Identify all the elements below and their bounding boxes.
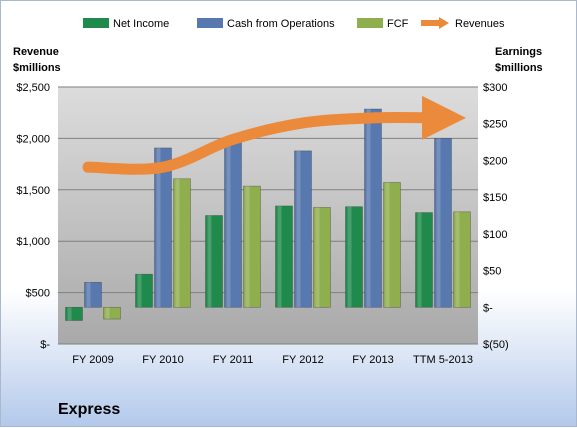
bar-highlight [105, 307, 110, 320]
right-axis-title-line2: $millions [495, 62, 543, 74]
bar-highlight [385, 182, 390, 308]
bar-highlight [67, 307, 72, 321]
bar-highlight [175, 178, 180, 308]
bars [65, 108, 471, 321]
bar-highlight [226, 140, 231, 308]
bar-cash-from-operations-fy-2012 [294, 150, 312, 308]
bar-highlight [366, 109, 371, 308]
bar-highlight [455, 211, 460, 308]
gridlines [58, 86, 478, 345]
right-tick-label: $100 [483, 229, 507, 241]
revenues-line-group [82, 95, 466, 175]
right-tick-label: $- [483, 302, 493, 314]
bar-highlight [315, 207, 320, 308]
left-tick-label: $2,500 [16, 82, 50, 94]
left-axis-title-line2: $millions [13, 62, 61, 74]
x-tick-label: FY 2010 [142, 354, 183, 366]
legend: Net Income Cash from Operations FCF Revenue… [83, 17, 505, 30]
bar-highlight [417, 212, 422, 308]
legend-arrow [439, 17, 449, 29]
left-tick-label: $2,000 [16, 133, 50, 145]
bar-cash-from-operations-fy-2013 [364, 108, 382, 308]
bar-net-income-fy-2009 [65, 306, 83, 321]
bar-highlight [436, 138, 441, 308]
right-tick-label: $300 [483, 82, 507, 94]
legend-swatch-fcf [357, 18, 383, 28]
x-tick-label: FY 2012 [282, 354, 323, 366]
right-axis-ticks: $(50) $- $50 $100 $150 $200 $250 $300 [483, 82, 509, 351]
revenues-line [82, 95, 466, 175]
bar-cash-from-operations-fy-2010 [154, 147, 172, 308]
left-axis-title-line1: Revenue [13, 46, 59, 58]
bar-highlight [86, 282, 91, 308]
legend-label-net-income: Net Income [113, 18, 169, 30]
bar-highlight [207, 215, 212, 308]
chart-title: Express [58, 401, 120, 418]
bar-highlight [245, 186, 250, 308]
x-tick-label: FY 2013 [352, 354, 393, 366]
right-tick-label: $(50) [483, 339, 509, 351]
legend-label-cash-from-operations: Cash from Operations [227, 18, 335, 30]
bar-highlight [277, 205, 282, 308]
left-tick-label: $1,000 [16, 236, 50, 248]
bar-fcf-fy-2009 [103, 306, 121, 320]
bar-net-income-fy-2012 [275, 205, 293, 308]
left-tick-label: $1,500 [16, 185, 50, 197]
right-tick-label: $200 [483, 155, 507, 167]
x-axis-ticks: FY 2009 FY 2010 FY 2011 FY 2012 FY 2013 TTM 5… [72, 354, 473, 366]
bar-highlight [347, 206, 352, 308]
bar-net-income-ttm-5-2013 [415, 212, 433, 308]
x-tick-label: TTM 5-2013 [413, 354, 473, 366]
right-tick-label: $150 [483, 192, 507, 204]
left-tick-label: $500 [26, 288, 50, 300]
x-tick-label: FY 2009 [72, 354, 113, 366]
left-axis-ticks: $- $500 $1,000 $1,500 $2,000 $2,500 [16, 82, 50, 351]
legend-label-fcf: FCF [387, 18, 409, 30]
bar-net-income-fy-2011 [205, 215, 223, 308]
left-tick-label: $- [40, 339, 50, 351]
legend-swatch-cash-from-operations [197, 18, 223, 28]
bar-highlight [156, 147, 161, 308]
bar-net-income-fy-2010 [135, 273, 153, 308]
right-tick-label: $50 [483, 266, 501, 278]
bar-highlight [137, 274, 142, 308]
right-tick-label: $250 [483, 119, 507, 131]
bar-cash-from-operations-fy-2009 [84, 282, 102, 308]
legend-label-revenues: Revenues [455, 18, 505, 30]
bar-fcf-ttm-5-2013 [453, 211, 471, 308]
bar-net-income-fy-2013 [345, 206, 363, 308]
legend-swatch-net-income [83, 18, 109, 28]
bar-fcf-fy-2013 [383, 182, 401, 308]
bar-fcf-fy-2012 [313, 207, 331, 308]
bar-highlight [296, 150, 301, 308]
right-axis-title-line1: Earnings [495, 46, 542, 58]
bar-fcf-fy-2010 [173, 178, 191, 308]
x-tick-label: FY 2011 [213, 354, 254, 366]
bar-fcf-fy-2011 [243, 185, 261, 308]
